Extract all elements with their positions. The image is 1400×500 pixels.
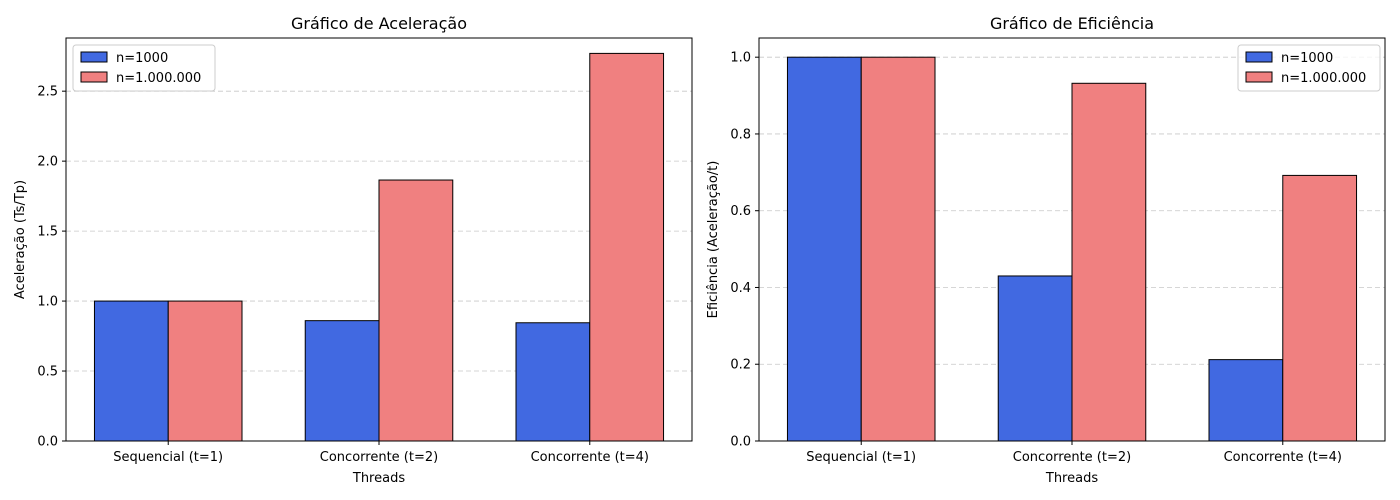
bar-n1000-2 xyxy=(997,275,1073,442)
y-axis-label: Eficiência (Aceleração/t) xyxy=(706,161,721,319)
y-tick-label: 0.4 xyxy=(730,281,751,296)
legend-swatch-n1000 xyxy=(80,51,108,63)
y-tick-label: 0.0 xyxy=(37,435,58,450)
chart-1: 0.0 0.5 1.0 1.5 2.0 2.5 Sequencial (t=1) Concor… xyxy=(13,14,693,486)
bar-n1000000-3 xyxy=(589,52,665,442)
y-tick-label: 1.5 xyxy=(37,225,58,240)
y-tick-label: 0.0 xyxy=(730,435,751,450)
legend-label-n1000: n=1000 xyxy=(116,51,168,66)
y-tick-label: 0.2 xyxy=(730,358,751,373)
x-tick-label: Concorrente (t=2) xyxy=(1013,450,1131,465)
bar-n1000-1 xyxy=(786,56,862,442)
y-tick-label: 0.6 xyxy=(730,204,751,219)
x-axis-label: Threads xyxy=(352,471,405,486)
x-tick-label: Sequencial (t=1) xyxy=(806,450,916,465)
bar-n1000-3 xyxy=(1208,359,1284,442)
x-axis-label: Threads xyxy=(1045,471,1098,486)
chart-2: 0.0 0.2 0.4 0.6 0.8 1.0 Sequencial (t=1) Concor… xyxy=(706,14,1386,486)
y-tick-label: 0.8 xyxy=(730,127,751,142)
legend-swatch-n1000 xyxy=(1245,51,1273,63)
chart-title: Gráfico de Aceleração xyxy=(291,14,467,33)
legend-box xyxy=(1237,44,1381,92)
bar-n1000000-1 xyxy=(860,56,936,442)
legend-label-n1000000: n=1.000.000 xyxy=(116,71,201,86)
legend-swatch-n1000000 xyxy=(1245,71,1273,83)
legend: n=1000 n=1.000.000 xyxy=(72,44,216,92)
y-tick-label: 2.5 xyxy=(37,85,58,100)
legend: n=1000 n=1.000.000 xyxy=(1237,44,1381,92)
y-tick-label: 2.0 xyxy=(37,155,58,170)
x-tick-label: Concorrente (t=4) xyxy=(531,450,649,465)
x-tick-label: Sequencial (t=1) xyxy=(113,450,223,465)
y-tick-label: 1.0 xyxy=(37,295,58,310)
bar-n1000-2 xyxy=(304,320,380,442)
y-tick-label: 1.0 xyxy=(730,51,751,66)
bar-n1000-3 xyxy=(515,322,591,442)
charts-layer: 0.0 0.5 1.0 1.5 2.0 2.5 Sequencial (t=1) Concor… xyxy=(13,14,1386,486)
y-tick-label: 0.5 xyxy=(37,365,58,380)
bar-n1000-1 xyxy=(93,300,169,442)
chart-title: Gráfico de Eficiência xyxy=(990,14,1154,33)
legend-label-n1000: n=1000 xyxy=(1281,51,1333,66)
x-tick-label: Concorrente (t=4) xyxy=(1224,450,1342,465)
y-axis-label: Aceleração (Ts/Tp) xyxy=(13,180,28,299)
bar-n1000000-2 xyxy=(1071,82,1147,442)
bar-n1000000-2 xyxy=(378,179,454,442)
legend-swatch-n1000000 xyxy=(80,71,108,83)
bar-n1000000-3 xyxy=(1282,174,1358,442)
legend-label-n1000000: n=1.000.000 xyxy=(1281,71,1366,86)
x-tick-label: Concorrente (t=2) xyxy=(320,450,438,465)
bar-n1000000-1 xyxy=(167,300,243,442)
legend-box xyxy=(72,44,216,92)
